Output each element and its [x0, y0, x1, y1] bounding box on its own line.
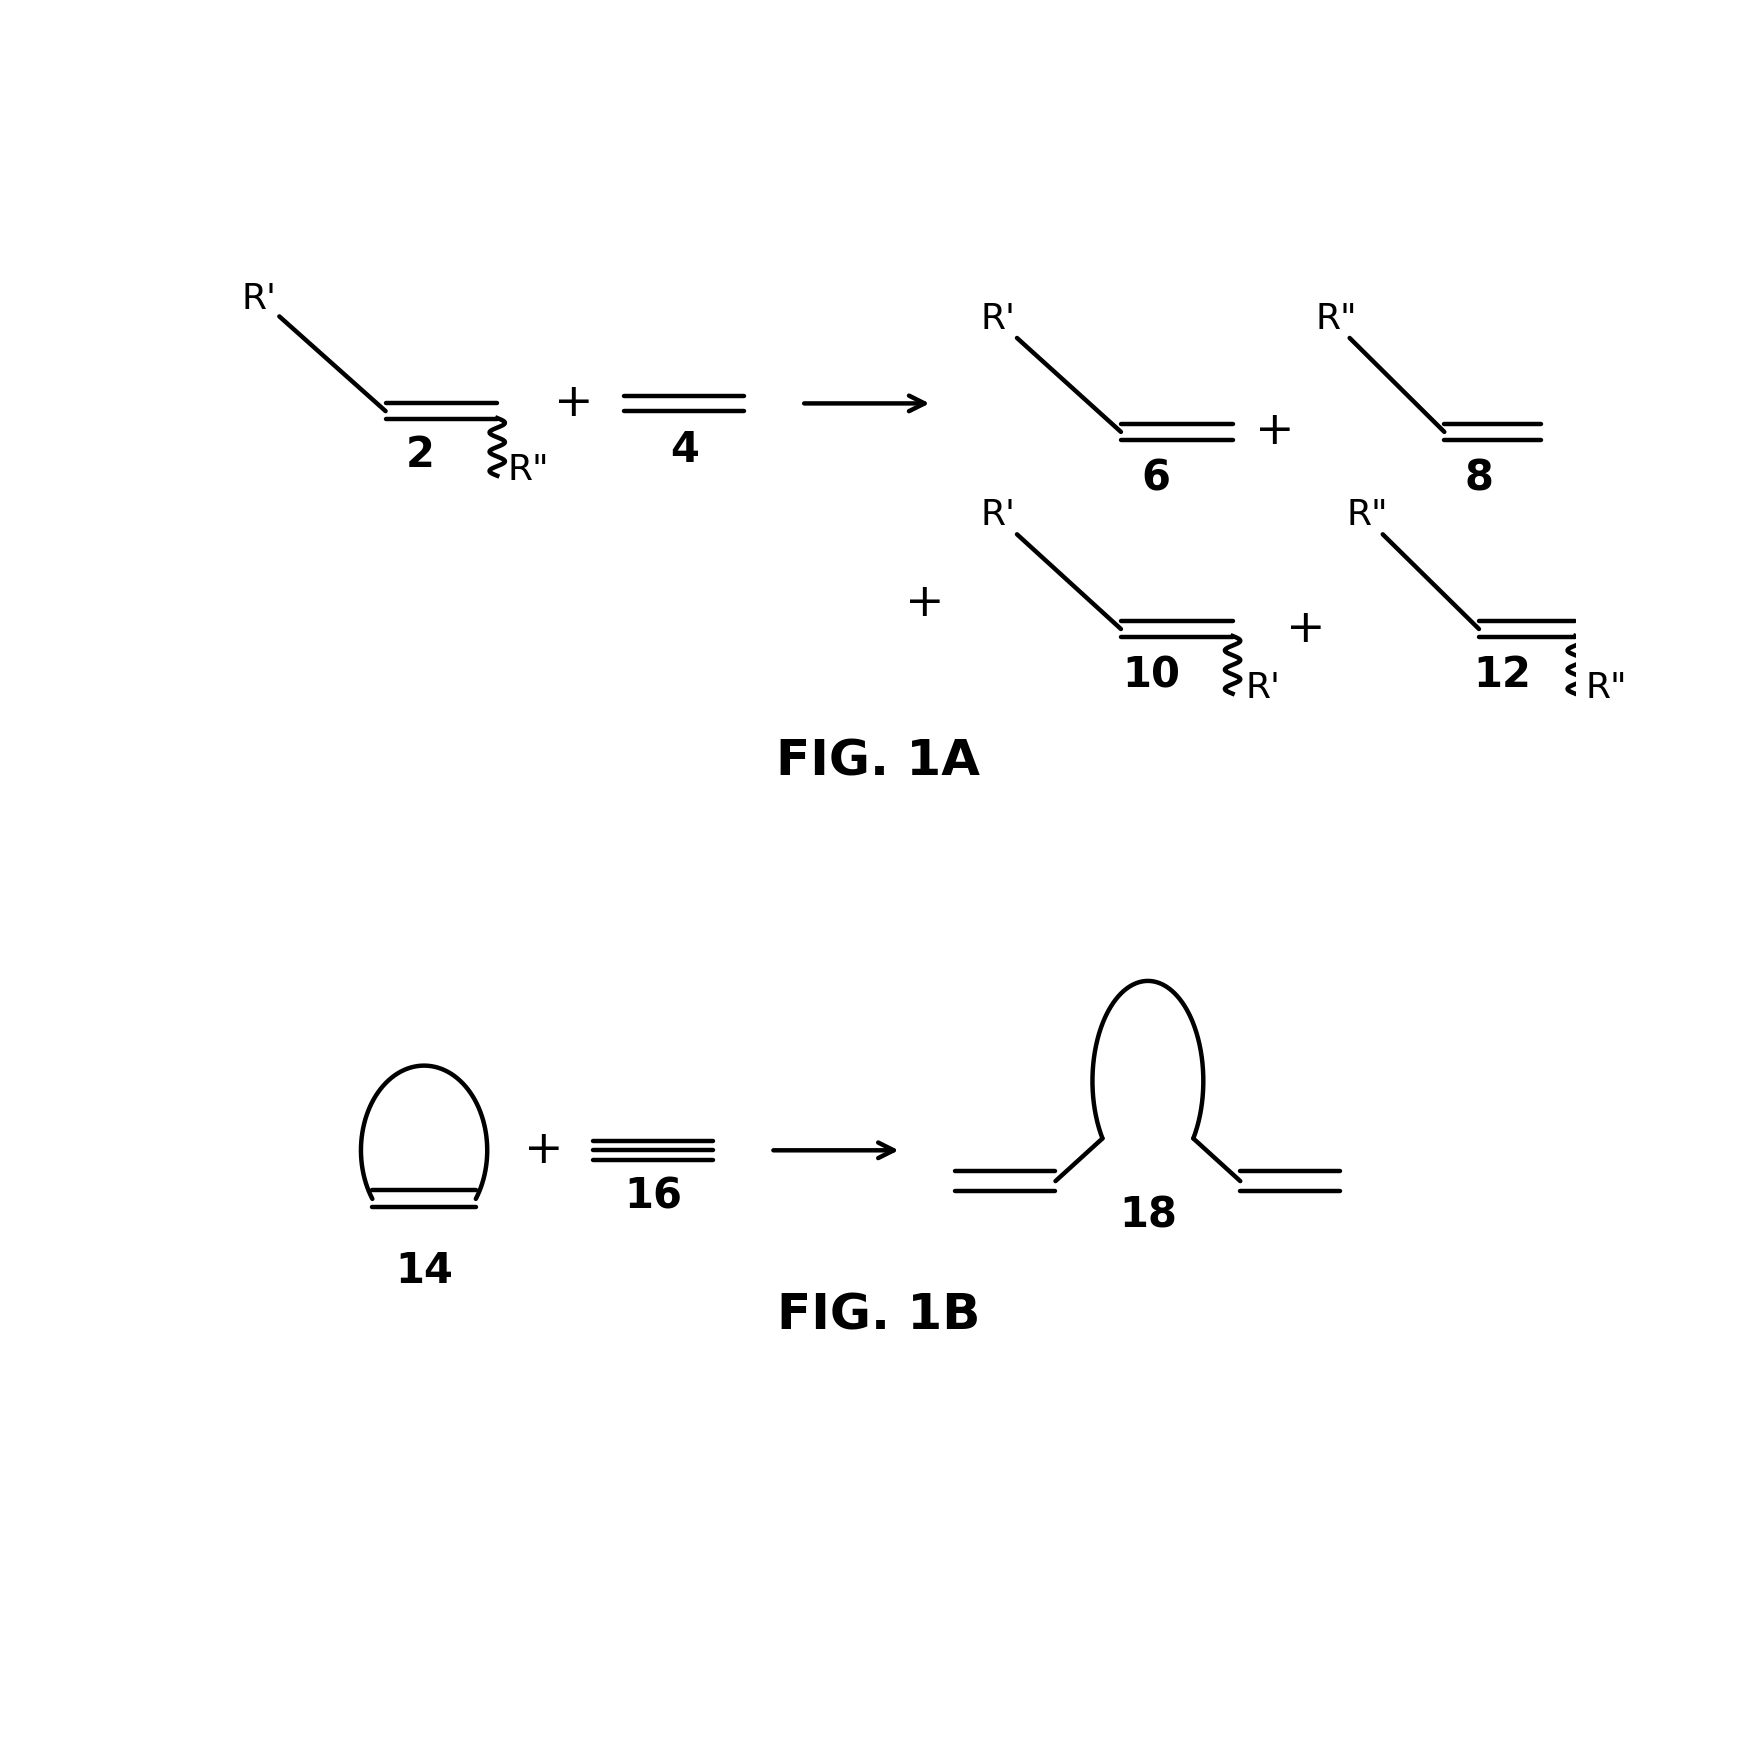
Text: R': R' — [1246, 672, 1279, 706]
Text: FIG. 1A: FIG. 1A — [776, 737, 979, 785]
Text: +: + — [1285, 607, 1325, 651]
Text: +: + — [1255, 409, 1293, 455]
Text: 8: 8 — [1464, 457, 1494, 499]
Text: 4: 4 — [669, 429, 698, 471]
Text: 10: 10 — [1121, 654, 1179, 697]
Text: 12: 12 — [1472, 654, 1530, 697]
Text: +: + — [523, 1127, 563, 1173]
Text: R': R' — [240, 282, 276, 316]
Text: 14: 14 — [395, 1251, 453, 1293]
Text: 2: 2 — [405, 434, 435, 476]
Text: R': R' — [979, 302, 1014, 335]
Text: 16: 16 — [625, 1175, 683, 1217]
Text: R": R" — [507, 453, 549, 487]
Text: +: + — [904, 580, 944, 626]
Text: FIG. 1B: FIG. 1B — [776, 1291, 979, 1341]
Text: 6: 6 — [1141, 457, 1169, 499]
Text: R": R" — [1314, 302, 1357, 335]
Text: 18: 18 — [1118, 1194, 1176, 1237]
Text: R": R" — [1585, 672, 1625, 706]
Text: +: + — [555, 381, 593, 425]
Text: R": R" — [1346, 497, 1388, 533]
Text: R': R' — [979, 497, 1014, 533]
